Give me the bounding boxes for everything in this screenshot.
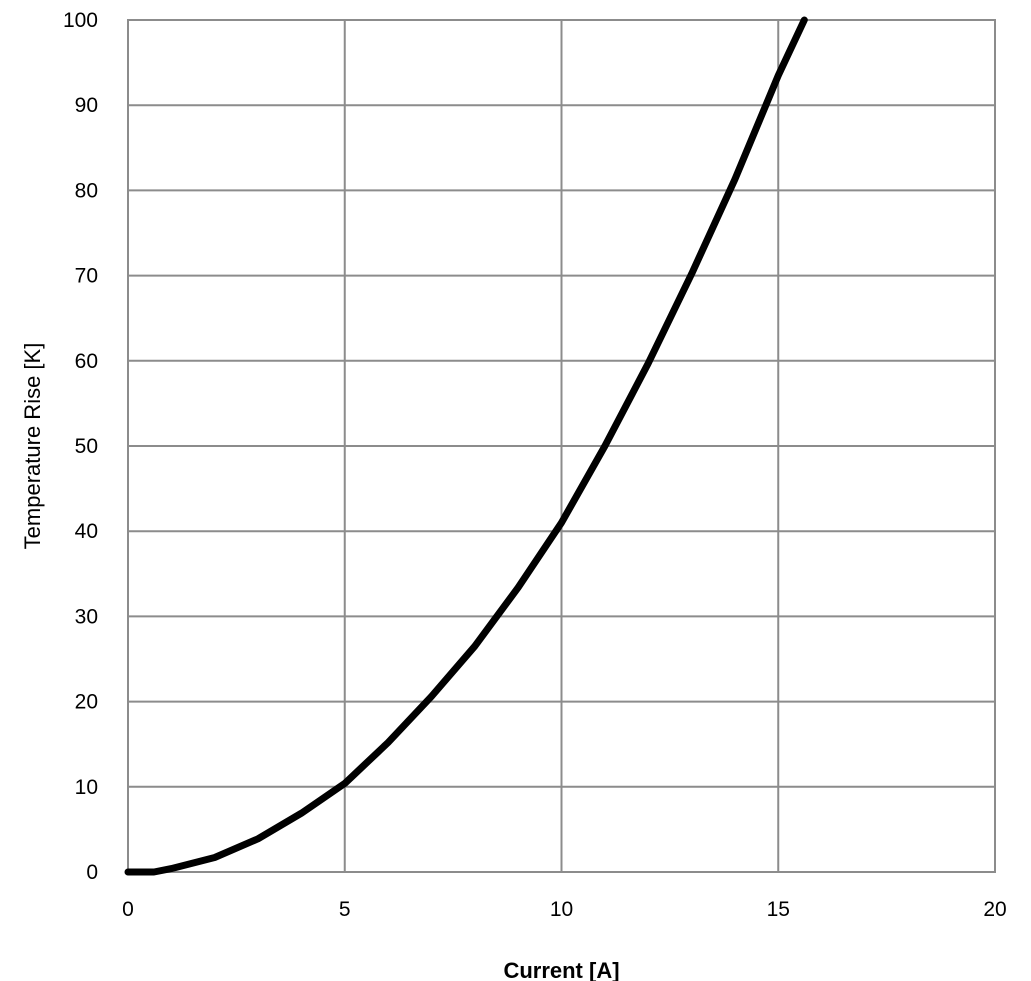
y-tick-label-1: 10: [75, 776, 98, 799]
y-tick-label-8: 80: [75, 179, 98, 202]
x-tick-label-3: 15: [767, 898, 790, 921]
y-tick-label-6: 60: [75, 350, 98, 373]
x-tick-label-1: 5: [339, 898, 351, 921]
y-tick-label-4: 40: [75, 520, 98, 543]
x-axis-title: Current [A]: [503, 958, 619, 981]
y-tick-label-3: 30: [75, 605, 98, 628]
y-tick-label-0: 0: [86, 861, 98, 884]
grid: [127, 19, 996, 873]
y-tick-label-2: 20: [75, 691, 98, 714]
y-tick-label-5: 50: [75, 435, 98, 458]
x-tick-label-4: 20: [983, 898, 1006, 921]
x-tick-label-0: 0: [122, 898, 134, 921]
y-tick-label-9: 90: [75, 94, 98, 117]
plot-frame: [127, 19, 996, 873]
series-line-0: [124, 16, 808, 876]
x-tick-labels: 0 5 10 15 20: [122, 898, 1007, 921]
y-tick-labels: 0 10 20 30 40 50 60 70 80 90 100: [63, 9, 98, 884]
y-tick-label-10: 100: [63, 9, 98, 32]
x-tick-label-2: 10: [550, 898, 573, 921]
y-tick-label-7: 70: [75, 265, 98, 288]
series-layer: [124, 16, 808, 876]
y-axis-title: Temperature Rise [K]: [20, 343, 45, 550]
